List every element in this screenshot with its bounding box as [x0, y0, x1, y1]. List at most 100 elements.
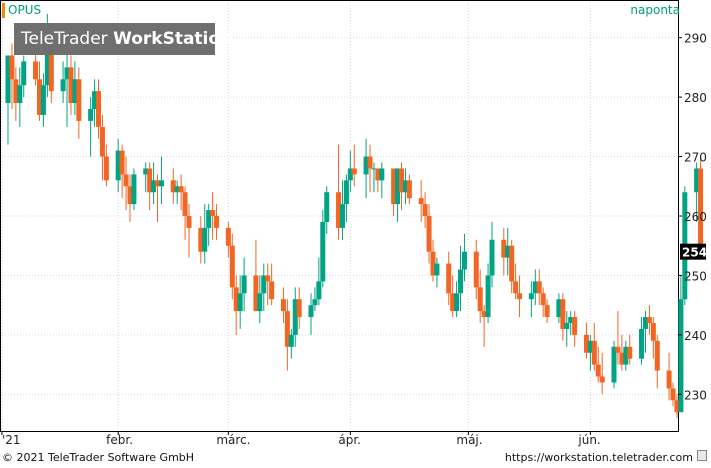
candle-down: [229, 233, 235, 300]
candle-down: [473, 239, 479, 300]
candle-up: [556, 293, 562, 323]
candle-down: [99, 114, 105, 181]
candle-body: [288, 334, 294, 347]
candle-up: [174, 180, 180, 205]
candle-body: [292, 299, 298, 335]
candle-down: [147, 162, 153, 211]
candle-body: [60, 79, 66, 92]
candle-up: [206, 204, 212, 246]
candle-body: [233, 287, 239, 312]
candle-up: [528, 281, 534, 318]
candle-down: [351, 144, 357, 187]
candle-body: [698, 168, 704, 252]
candle-body: [155, 180, 161, 187]
candle-body: [170, 180, 176, 193]
candle-down: [418, 180, 424, 222]
candle-body: [402, 180, 408, 193]
candle-body: [324, 192, 330, 222]
candle-up: [88, 97, 94, 157]
axis-layer: 230 240 250 260 270 280 290 '21 febr. márc. ápr. má…: [1, 32, 707, 447]
y-tick-label: 230: [684, 388, 707, 402]
candle-up: [461, 233, 467, 282]
candle-down: [595, 346, 601, 383]
candle-up: [611, 340, 617, 389]
candle-body: [678, 299, 684, 413]
period-label[interactable]: naponta: [630, 3, 680, 17]
candle-body: [99, 126, 105, 157]
candle-down: [186, 204, 192, 258]
candle-body: [399, 168, 404, 193]
candle-body: [127, 186, 133, 205]
candle-up: [17, 67, 23, 127]
candle-down: [654, 334, 660, 389]
y-tick-label: 290: [684, 32, 707, 46]
candle-body: [92, 91, 98, 109]
candle-body: [257, 293, 263, 312]
candle-body: [371, 168, 377, 170]
candle-up: [434, 257, 440, 288]
page-corner-icon[interactable]: [697, 450, 707, 461]
candle-body: [9, 55, 15, 80]
y-tick-label: 250: [684, 269, 707, 283]
candle-body: [674, 400, 680, 413]
candle-down: [269, 263, 275, 306]
candle-body: [619, 352, 625, 365]
candle-body: [391, 168, 397, 205]
last-price-label: 254: [682, 246, 707, 260]
candle-up: [60, 61, 66, 104]
candle-up: [241, 257, 247, 312]
candle-body: [336, 192, 342, 228]
candle-down: [284, 299, 290, 371]
candle-body: [623, 346, 629, 365]
candle-body: [505, 245, 511, 258]
candle-down: [68, 55, 74, 115]
last-price-marker: [680, 243, 706, 260]
candle-body: [72, 79, 78, 104]
candle-down: [650, 317, 656, 359]
candle-down: [253, 239, 259, 312]
candle-body: [296, 299, 302, 318]
candle-body: [509, 245, 515, 282]
candle-up: [237, 275, 243, 329]
candle-down: [509, 239, 515, 294]
candle-body: [458, 269, 464, 294]
candle-body: [88, 109, 94, 121]
candle-up: [395, 168, 401, 222]
candle-down: [627, 334, 633, 365]
candle-body: [473, 251, 479, 288]
y-tick-label: 270: [684, 151, 707, 165]
candle-down: [450, 275, 456, 318]
candle-down: [76, 67, 82, 139]
candle-body: [229, 245, 235, 288]
candle-up: [5, 55, 11, 145]
candle-up: [363, 138, 369, 199]
candle-body: [103, 156, 109, 181]
candle-up: [316, 257, 322, 306]
candle-up: [568, 311, 574, 335]
candle-up: [261, 263, 267, 312]
candle-body: [237, 293, 243, 312]
candle-up: [402, 168, 408, 205]
website-link[interactable]: https://workstation.teletrader.com: [504, 451, 693, 464]
candle-down: [422, 192, 428, 228]
candle-down: [536, 269, 542, 306]
candle-down: [540, 287, 546, 318]
candle-body: [615, 346, 621, 353]
y-tick-label: 240: [684, 329, 707, 343]
candle-body: [406, 180, 412, 199]
candle-down: [591, 323, 597, 371]
candle-body: [627, 346, 633, 359]
candle-body: [650, 323, 656, 341]
candle-body: [76, 79, 82, 121]
candle-up: [505, 227, 511, 276]
candle-up: [21, 55, 27, 98]
candle-body: [611, 346, 617, 383]
candle-down: [477, 269, 483, 323]
candle-body: [379, 168, 385, 181]
x-tick-label: '21: [2, 433, 21, 447]
candle-down: [560, 293, 566, 341]
candle-body: [517, 293, 523, 300]
candle-body: [446, 263, 452, 294]
candle-body: [595, 364, 601, 377]
